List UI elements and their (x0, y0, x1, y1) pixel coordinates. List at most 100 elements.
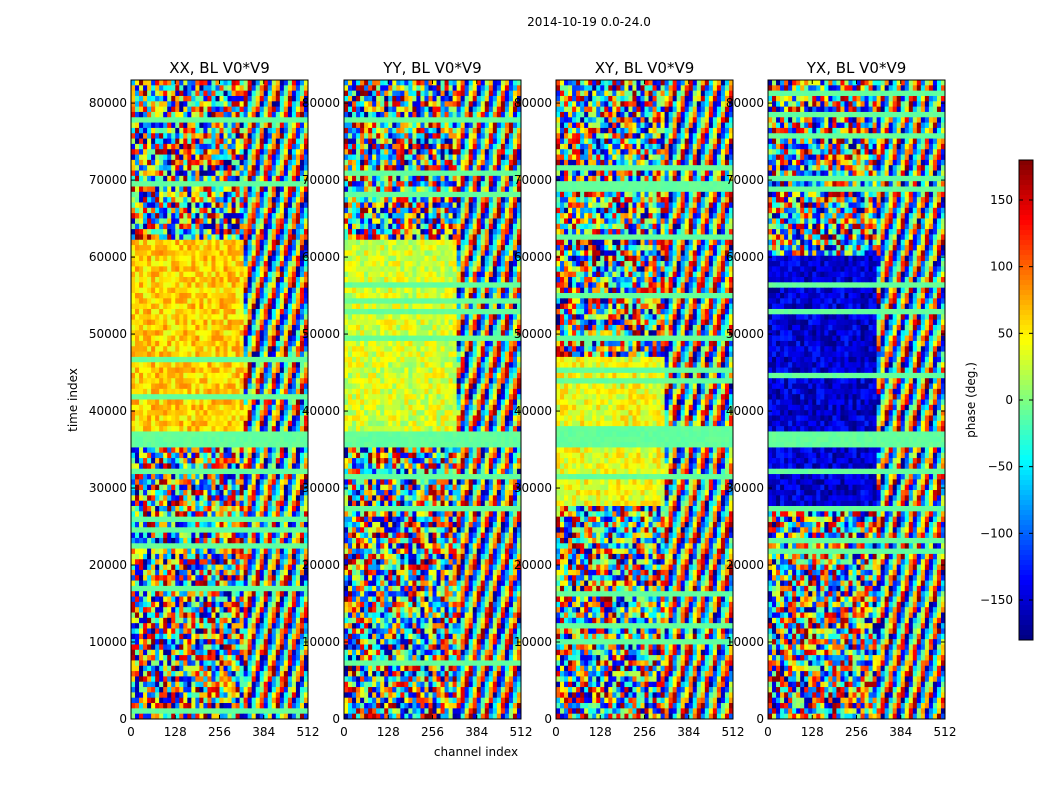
x-tick-label: 0 (764, 725, 772, 739)
colorbar-segment (1019, 455, 1033, 461)
colorbar-segment (1019, 465, 1033, 471)
colorbar-segment (1019, 165, 1033, 171)
colorbar-segment (1019, 545, 1033, 551)
y-tick-label: 40000 (302, 404, 340, 418)
colorbar-segment (1019, 295, 1033, 301)
colorbar-segment (1019, 170, 1033, 176)
x-tick-label: 0 (127, 725, 135, 739)
y-tick-label: 80000 (514, 96, 552, 110)
colorbar-segment (1019, 200, 1033, 206)
colorbar-segment (1019, 500, 1033, 506)
y-tick-label: 10000 (89, 635, 127, 649)
colorbar-segment (1019, 415, 1033, 421)
phase-image (768, 80, 945, 719)
x-tick-label: 512 (934, 725, 957, 739)
colorbar-segment (1019, 610, 1033, 616)
y-tick-label: 20000 (514, 558, 552, 572)
colorbar-tick-label: −100 (980, 526, 1013, 540)
colorbar-segment (1019, 225, 1033, 231)
colorbar-segment (1019, 390, 1033, 396)
colorbar-segment (1019, 310, 1033, 316)
colorbar-segment (1019, 410, 1033, 416)
y-tick-label: 50000 (302, 327, 340, 341)
x-tick-label: 384 (677, 725, 700, 739)
colorbar-segment (1019, 285, 1033, 291)
colorbar-segment (1019, 280, 1033, 286)
colorbar-segment (1019, 230, 1033, 236)
colorbar-segment (1019, 505, 1033, 511)
y-tick-label: 50000 (726, 327, 764, 341)
phase-image (131, 80, 308, 719)
colorbar-segment (1019, 450, 1033, 456)
y-tick-label: 10000 (726, 635, 764, 649)
colorbar-segment (1019, 470, 1033, 476)
colorbar-segment (1019, 605, 1033, 611)
colorbar-segment (1019, 595, 1033, 601)
y-tick-label: 50000 (514, 327, 552, 341)
colorbar-segment (1019, 175, 1033, 181)
colorbar-segment (1019, 460, 1033, 466)
colorbar-segment (1019, 345, 1033, 351)
colorbar-segment (1019, 615, 1033, 621)
y-tick-label: 30000 (89, 481, 127, 495)
colorbar-segment (1019, 430, 1033, 436)
x-tick-label: 384 (252, 725, 275, 739)
colorbar-tick-label: −150 (980, 593, 1013, 607)
colorbar-segment (1019, 380, 1033, 386)
colorbar-segment (1019, 575, 1033, 581)
y-tick-label: 0 (544, 712, 552, 726)
colorbar-segment (1019, 630, 1033, 636)
y-tick-label: 60000 (302, 250, 340, 264)
x-tick-label: 256 (845, 725, 868, 739)
colorbar-segment (1019, 535, 1033, 541)
colorbar-segment (1019, 305, 1033, 311)
colorbar-segment (1019, 485, 1033, 491)
colorbar-segment (1019, 490, 1033, 496)
panel-title: YY, BL V0*V9 (382, 59, 481, 77)
colorbar-segment (1019, 205, 1033, 211)
colorbar-segment (1019, 565, 1033, 571)
y-axis-label: time index (66, 368, 80, 432)
x-tick-label: 128 (589, 725, 612, 739)
phase-image (344, 80, 521, 719)
y-tick-label: 60000 (89, 250, 127, 264)
x-tick-label: 512 (510, 725, 533, 739)
colorbar-segment (1019, 350, 1033, 356)
colorbar-segment (1019, 530, 1033, 536)
y-tick-label: 40000 (89, 404, 127, 418)
y-tick-label: 30000 (302, 481, 340, 495)
colorbar-segment (1019, 520, 1033, 526)
colorbar-segment (1019, 515, 1033, 521)
x-tick-label: 128 (801, 725, 824, 739)
colorbar-tick-label: 0 (1005, 393, 1013, 407)
y-tick-label: 0 (756, 712, 764, 726)
colorbar-segment (1019, 370, 1033, 376)
colorbar-segment (1019, 555, 1033, 561)
x-tick-label: 384 (889, 725, 912, 739)
colorbar-segment (1019, 590, 1033, 596)
y-tick-label: 30000 (514, 481, 552, 495)
panel-title: XY, BL V0*V9 (595, 59, 695, 77)
colorbar-segment (1019, 420, 1033, 426)
y-tick-label: 20000 (726, 558, 764, 572)
y-tick-label: 80000 (89, 96, 127, 110)
y-tick-label: 70000 (726, 173, 764, 187)
colorbar-tick-label: 100 (990, 260, 1013, 274)
y-tick-label: 20000 (89, 558, 127, 572)
x-tick-label: 512 (297, 725, 320, 739)
colorbar-segment (1019, 215, 1033, 221)
colorbar-segment (1019, 270, 1033, 276)
x-tick-label: 256 (208, 725, 231, 739)
colorbar-segment (1019, 160, 1033, 166)
x-tick-label: 0 (340, 725, 348, 739)
colorbar-segment (1019, 220, 1033, 226)
colorbar-segment (1019, 190, 1033, 196)
panel-yx: YX, BL V0*V9 0 128 256 384 512 0 10000 20000 3000… (726, 59, 957, 739)
y-tick-label: 70000 (89, 173, 127, 187)
colorbar-segment (1019, 435, 1033, 441)
colorbar-segment (1019, 335, 1033, 341)
colorbar-segment (1019, 385, 1033, 391)
colorbar-segment (1019, 550, 1033, 556)
colorbar-segment (1019, 585, 1033, 591)
